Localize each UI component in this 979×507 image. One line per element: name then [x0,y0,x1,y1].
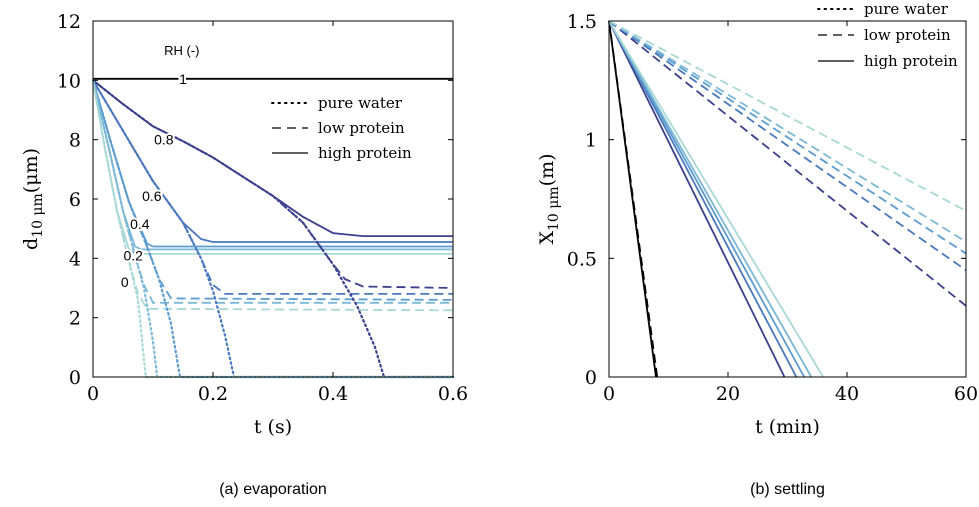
legend-label: low protein [318,119,405,137]
panel-b-y-axis-label: X10 μm(m) [536,153,562,244]
rh-label: 0.2 [123,247,143,263]
y-tick-label: 2 [69,308,81,330]
legend-label: pure water [864,0,949,18]
panel-b-axes-frame [608,20,967,378]
series-line-solid-rh-0_2 [92,80,453,251]
series-line-dashed-rh-0_8 [608,20,967,307]
y-tick-label: 6 [69,189,81,211]
legend-label: high protein [864,52,958,70]
x-tick-label: 20 [716,383,740,405]
panel-b-settling: 0 20 40 60 0 0.5 1 1.5 pure water low protein hig… [536,0,978,498]
x-tick-label: 0.2 [198,383,228,405]
panel-a-ylabel-sub: 10 μm [30,193,46,238]
series-line-dashed-rh-0 [608,20,967,212]
panel-a-ylabel-unit: (μm) [20,148,42,193]
panel-a-series [91,77,455,379]
x-tick-label: 60 [954,383,978,405]
legend-label: high protein [318,144,412,162]
panel-b-ylabel-main: X [536,231,558,245]
x-tick-label: 0 [603,383,615,405]
x-tick-label: 0.4 [318,383,348,405]
panel-a-rh-labels: RH (-) 1 0.8 0.6 0.4 0.2 0 [119,43,200,292]
x-tick-label: 0 [87,383,99,405]
y-tick-label: 12 [57,11,81,33]
rh-label: 0 [121,274,129,290]
panel-a-x-axis-label: t (s) [254,416,292,438]
series-line-dashed-rh-1 [608,20,659,378]
panel-a-y-axis-label: d10 μm(μm) [20,148,46,250]
panel-a-legend: pure water low protein high protein [271,94,412,162]
series-line-dashed-rh-0_2 [92,80,453,304]
panel-a-ylabel-main: d [20,238,42,250]
panel-b-ylabel-sub: 10 μm [546,186,562,231]
y-tick-label: 1.5 [567,11,597,33]
panel-b-series [608,20,967,378]
rh-label: 0.6 [142,188,162,204]
y-tick-label: 0.5 [567,248,597,270]
y-tick-label: 0 [69,367,81,389]
x-tick-label: 40 [835,383,859,405]
series-line-solid-rh-0_6 [608,20,798,378]
x-tick-label: 0.6 [438,383,468,405]
panel-b-ylabel-unit: (m) [536,153,558,186]
panel-b-legend: pure water low protein high protein [817,0,958,70]
series-line-solid-rh-0_2 [608,20,813,378]
series-line-dashed-rh-0_4 [608,20,967,255]
series-line-dotted-rh-0_4 [91,79,455,379]
panel-a-caption: (a) evaporation [219,481,327,498]
legend-label: pure water [318,94,403,112]
rh-label: 0.8 [154,132,174,148]
series-line-dotted-rh-0_8 [91,79,455,379]
series-line-dotted-rh-0_6 [91,79,455,379]
series-line-solid-rh-1 [608,20,657,378]
series-line-solid-rh-0 [608,20,824,378]
legend-label: low protein [864,26,951,44]
y-tick-label: 1 [585,130,597,152]
series-line-dotted-rh-0_2 [91,79,455,379]
y-tick-label: 10 [57,70,81,92]
y-tick-label: 0 [585,367,597,389]
rh-label: 0.4 [130,216,150,232]
series-line-solid-rh-0_4 [608,20,805,378]
panel-a-evaporation: 0 0.2 0.4 0.6 0 2 4 6 8 10 12 RH (-) 1 0.8 0.6 0.4 0.2… [20,11,468,498]
series-line-dashed-rh-0_6 [608,20,967,271]
rh-title: RH (-) [164,43,199,58]
panel-b-ticks: 0 20 40 60 0 0.5 1 1.5 [567,11,978,405]
series-line-solid-rh-0_8 [608,20,786,378]
panel-b-caption: (b) settling [750,481,825,498]
y-tick-label: 4 [69,248,81,270]
panel-b-x-axis-label: t (min) [755,416,820,438]
rh-label: 1 [179,71,187,87]
y-tick-label: 8 [69,130,81,152]
